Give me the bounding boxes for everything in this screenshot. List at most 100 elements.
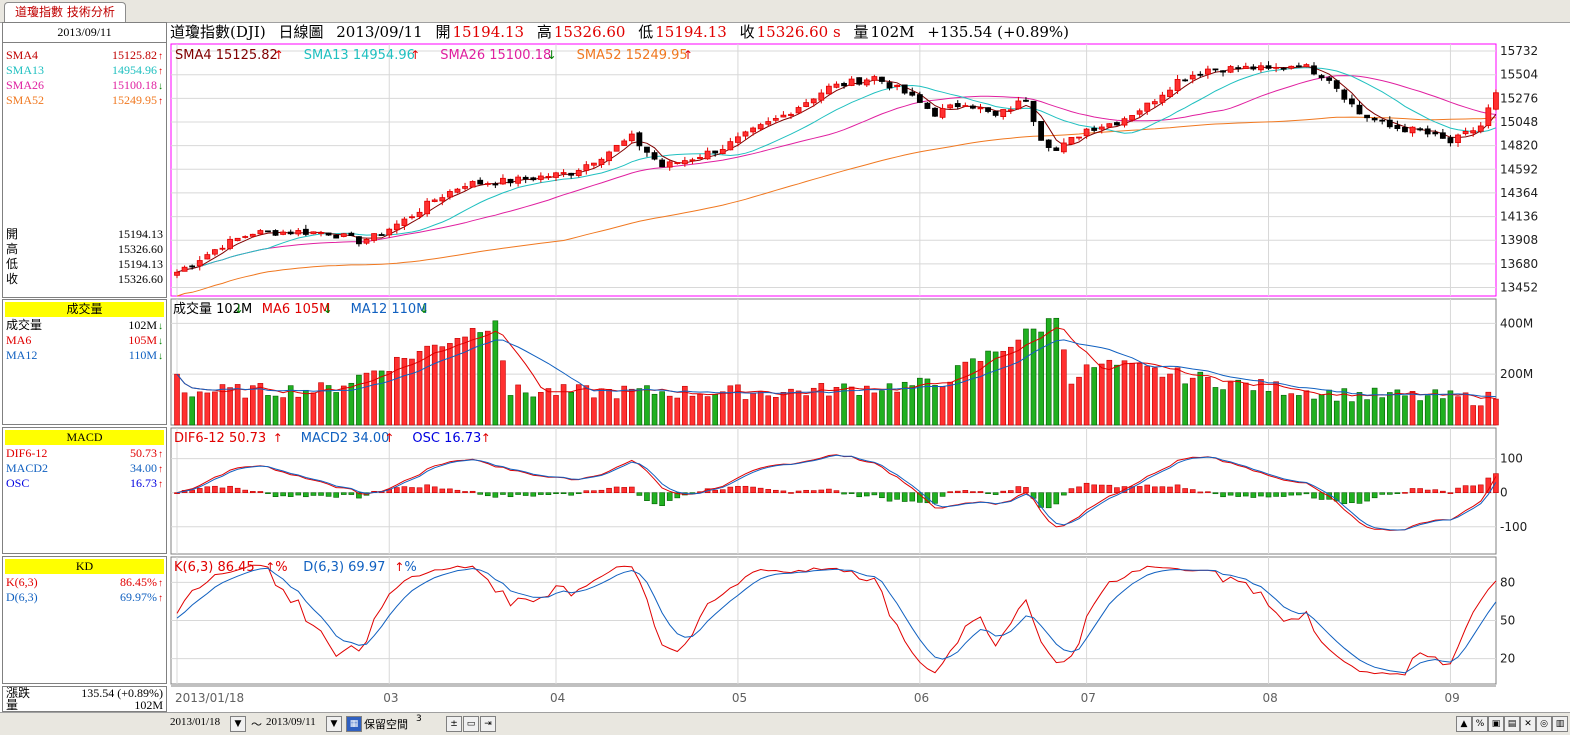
month-tick-label: 09	[1444, 691, 1459, 705]
tool-icon-4[interactable]: ▤	[1504, 716, 1520, 732]
osc-bar	[613, 486, 620, 494]
volume-bar	[181, 392, 188, 426]
osc-bar	[1076, 486, 1082, 494]
dif-line	[176, 454, 1497, 531]
technical-chart[interactable]: 2013/01/18 03 04 05 06 07 08 09 15732 15504 15276 1…	[0, 0, 1570, 712]
macd-axis-label: -100	[1500, 520, 1527, 534]
candle-body	[719, 148, 726, 155]
price-legend-item: SMA13 14954.96	[304, 48, 415, 63]
osc-bar	[591, 490, 597, 494]
candle-body	[1045, 139, 1052, 148]
osc-bar	[1083, 482, 1090, 494]
tool-icon-5[interactable]: ✕	[1520, 716, 1536, 732]
candle-body	[575, 170, 582, 176]
candle-body	[1098, 126, 1105, 130]
volume-bar	[318, 382, 324, 426]
candle-body	[613, 144, 620, 152]
volume-bar	[1083, 364, 1090, 426]
zoom-out-icon[interactable]: ▭	[463, 716, 479, 732]
volume-bar	[530, 396, 537, 426]
volume-bar	[1106, 359, 1113, 426]
volume-bar	[750, 392, 756, 426]
vol-panel-frame	[170, 298, 1497, 426]
volume-bar	[409, 358, 415, 426]
tool-icon-3[interactable]: ▣	[1488, 716, 1504, 732]
sma-row: SMA4 15125.82↑	[3, 48, 166, 63]
kd-row: K(6,3) 86.45%↑	[3, 575, 166, 590]
symbol-name: 道瓊指數(DJI)	[170, 23, 266, 41]
month-tick-label: 06	[914, 691, 929, 705]
candle-body	[1303, 64, 1310, 68]
range-from[interactable]: 2013/01/18	[170, 716, 221, 728]
keep-space-icon[interactable]: ▦	[346, 716, 362, 732]
osc-bar	[1091, 484, 1097, 494]
macd-legend-item: MACD2 34.00	[301, 431, 390, 446]
candle-body	[310, 231, 317, 235]
osc-bar	[1311, 492, 1317, 499]
tool-icon-2[interactable]: %	[1472, 716, 1488, 732]
volume-bar	[1341, 388, 1348, 426]
osc-bar	[416, 487, 423, 494]
volume-bar	[1212, 387, 1219, 426]
candle-body	[1235, 67, 1242, 69]
osc-bar	[992, 492, 999, 495]
candle-body	[1493, 92, 1499, 110]
arrow-up-icon: ↑	[158, 66, 163, 77]
tab-technical-analysis[interactable]: 道瓊指數 技術分析	[4, 2, 126, 22]
volume-bar	[189, 396, 195, 426]
candle-body	[424, 200, 431, 215]
volume-bar	[651, 393, 658, 426]
volume-bar	[606, 389, 612, 426]
tool-icon-1[interactable]: ▲	[1456, 716, 1472, 732]
volume-bar	[1182, 383, 1188, 426]
macd-value: 50.73↑	[130, 446, 163, 460]
osc-bar	[856, 492, 863, 498]
volume-bar	[682, 385, 688, 426]
high-value: 15326.60	[553, 23, 626, 41]
macd-title: MACD	[5, 430, 164, 445]
volume-bar	[1023, 328, 1029, 426]
candle-body	[628, 133, 635, 142]
tool-icon-7[interactable]: ▥	[1552, 716, 1568, 732]
sma-value: 15100.18↓	[112, 78, 163, 92]
candle-body	[924, 102, 931, 109]
volume-bar	[917, 377, 923, 426]
range-to[interactable]: 2013/09/11	[266, 716, 316, 728]
volume-value: 102M	[870, 23, 915, 41]
osc-bar	[174, 492, 180, 495]
osc-bar	[666, 492, 673, 501]
volume-bar	[1356, 392, 1363, 426]
volume-bar	[985, 350, 991, 426]
tool-icon-6[interactable]: ◎	[1536, 716, 1552, 732]
osc-bar	[1432, 489, 1439, 494]
candle-body	[788, 113, 794, 116]
osc-bar	[1296, 492, 1302, 496]
arrow-up-icon: ↑	[158, 479, 163, 490]
kd-row: D(6,3) 69.97%↑	[3, 590, 166, 605]
kd-axis-label: 20	[1500, 652, 1515, 666]
candle-body	[302, 228, 309, 235]
osc-bar	[636, 492, 643, 496]
candle-body	[1212, 68, 1219, 71]
to-dropdown-icon[interactable]: ▼	[326, 716, 342, 732]
arrow-up-icon: ↑	[158, 593, 163, 604]
from-dropdown-icon[interactable]: ▼	[230, 716, 246, 732]
quote-date: 2013/09/11	[336, 23, 423, 41]
volume-bar	[469, 328, 476, 426]
candle-body	[492, 183, 499, 186]
candle-body	[704, 150, 711, 160]
sma-row: SMA52 15249.95↑	[3, 93, 166, 108]
candle-body	[1349, 98, 1355, 105]
volume-bar	[833, 387, 840, 426]
osc-bar	[424, 484, 430, 494]
candle-body	[666, 161, 673, 168]
zoom-in-icon[interactable]: ±	[446, 716, 462, 732]
scroll-end-icon[interactable]: ⇥	[480, 716, 496, 732]
osc-bar	[1197, 491, 1204, 494]
volume-bar	[212, 391, 218, 426]
high-label: 高	[536, 23, 552, 41]
candle-body	[659, 159, 666, 168]
osc-bar	[507, 492, 514, 498]
osc-bar	[356, 492, 362, 499]
candle-body	[1318, 75, 1325, 79]
